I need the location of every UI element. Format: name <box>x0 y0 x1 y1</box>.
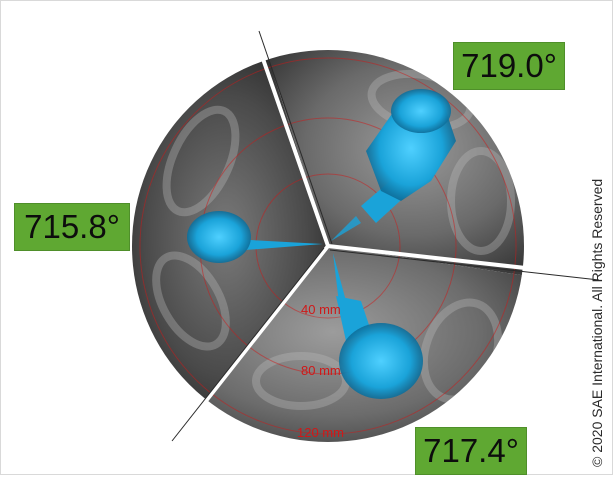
spray-plume-top-right <box>331 89 456 241</box>
copyright-notice: © 2020 SAE International. All Rights Res… <box>589 178 605 467</box>
angle-badge-left: 715.8° <box>14 203 130 251</box>
angle-badge-bottom-right: 717.4° <box>415 427 527 475</box>
ring-label-120mm: 120 mm <box>297 425 344 440</box>
spray-plume-bottom-right <box>333 253 423 399</box>
spray-plume-left <box>187 211 323 263</box>
ring-label-40mm: 40 mm <box>301 302 341 317</box>
ring-label-80mm: 80 mm <box>301 363 341 378</box>
angle-badge-top-right: 719.0° <box>453 42 565 90</box>
sector-dividers <box>174 31 599 441</box>
sector-divider-edges <box>171 30 600 442</box>
